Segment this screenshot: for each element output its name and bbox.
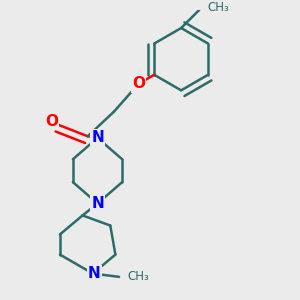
Text: CH₃: CH₃ [207,1,229,14]
Text: N: N [91,130,104,146]
Text: O: O [45,114,58,129]
Text: N: N [88,266,101,281]
Text: CH₃: CH₃ [127,270,149,283]
Text: O: O [132,76,145,91]
Text: N: N [91,196,104,211]
